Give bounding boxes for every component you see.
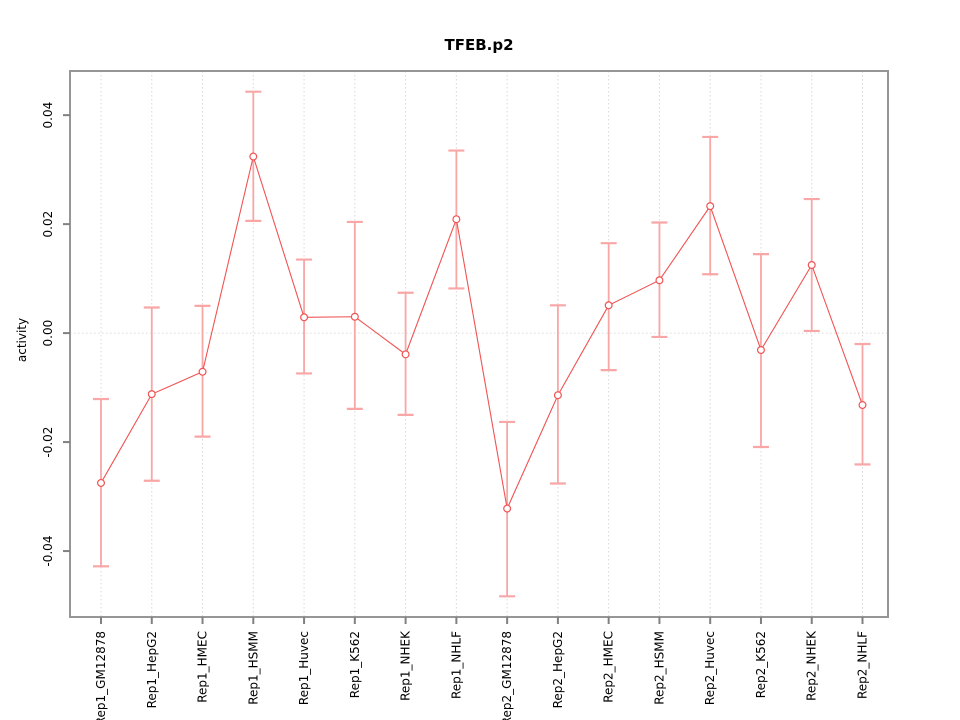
x-tick-label: Rep1_Huvec <box>297 631 311 705</box>
x-tick-label: Rep2_NHLF <box>856 631 870 699</box>
data-point <box>706 202 715 211</box>
data-point <box>756 345 765 354</box>
data-point <box>503 504 512 513</box>
data-point <box>807 260 816 269</box>
data-point <box>604 301 613 310</box>
x-tick-label: Rep2_GM12878 <box>500 631 514 720</box>
series-line <box>100 154 864 511</box>
chart-title: TFEB.p2 <box>444 36 514 54</box>
data-point <box>249 152 258 161</box>
y-tick-label: 0.02 <box>41 211 55 238</box>
x-tick-label: Rep1_HSMM <box>246 631 260 705</box>
data-point <box>350 312 359 321</box>
x-tick-label: Rep1_NHLF <box>449 631 463 699</box>
data-point <box>198 367 207 376</box>
x-tick-label: Rep2_Huvec <box>703 631 717 705</box>
x-tick-label: Rep1_K562 <box>348 631 362 698</box>
y-tick-label: 0.00 <box>41 320 55 347</box>
y-tick-label: -0.04 <box>41 536 55 567</box>
data-point <box>147 390 156 399</box>
y-axis-label: activity <box>15 317 29 363</box>
x-tick-label: Rep2_HMEC <box>602 631 616 703</box>
x-tick-label: Rep1_HMEC <box>196 631 210 703</box>
x-tick-label: Rep1_GM12878 <box>94 631 108 720</box>
x-tick-label: Rep2_HepG2 <box>551 631 565 708</box>
data-point <box>401 350 410 359</box>
data-point <box>452 215 461 224</box>
data-point <box>858 401 867 410</box>
x-tick-label: Rep1_NHEK <box>399 630 413 701</box>
x-tick-label: Rep2_K562 <box>754 631 768 698</box>
y-tick-label: 0.04 <box>41 102 55 129</box>
y-tick-label: -0.02 <box>41 427 55 458</box>
data-point <box>96 478 105 487</box>
x-tick-label: Rep2_HSMM <box>652 631 666 705</box>
x-tick-label: Rep2_NHEK <box>805 630 819 701</box>
x-tick-label: Rep1_HepG2 <box>145 631 159 708</box>
plot-border <box>69 70 889 618</box>
data-point <box>300 313 309 322</box>
data-point <box>553 391 562 400</box>
data-point <box>655 276 664 285</box>
